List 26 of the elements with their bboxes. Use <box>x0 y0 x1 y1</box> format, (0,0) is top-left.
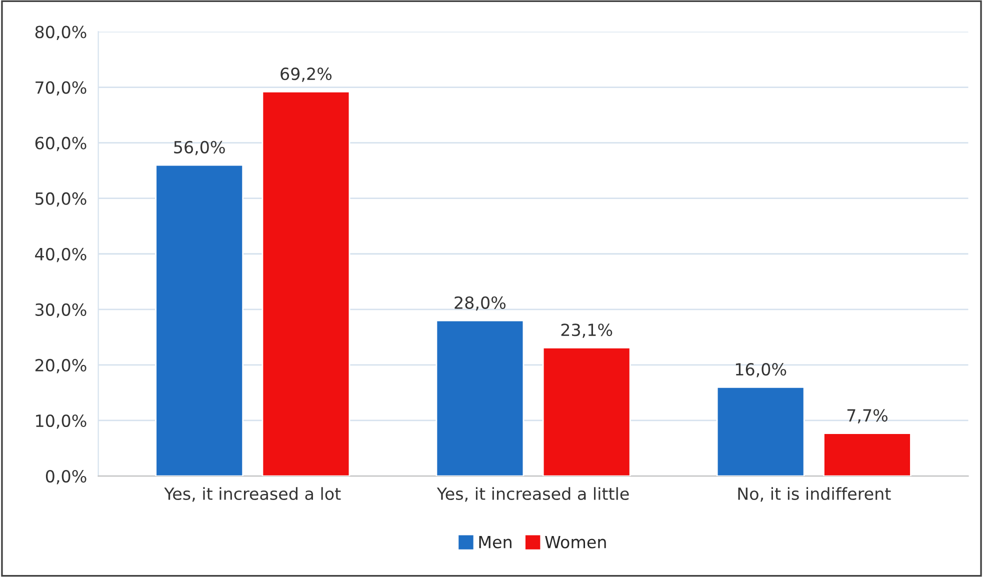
y-tick-label: 80,0% <box>35 26 86 40</box>
bar <box>262 91 350 476</box>
x-tick-label: No, it is indifferent <box>738 487 891 502</box>
bar <box>542 347 631 476</box>
y-tick-label: 0,0% <box>46 470 86 484</box>
data-label: 69,2% <box>280 68 332 82</box>
y-tick-label: 20,0% <box>35 358 86 374</box>
x-tick-label: Yes, it increased a lot <box>164 487 341 502</box>
y-tick-label: 40,0% <box>35 248 86 262</box>
y-tick-label: 60,0% <box>35 136 86 152</box>
x-tick-label: Yes, it increased a little <box>436 487 629 502</box>
data-label: 28,0% <box>454 296 506 311</box>
bar <box>155 164 244 476</box>
y-tick-label: 70,0% <box>36 81 86 96</box>
bar <box>436 320 524 476</box>
bar <box>716 386 805 476</box>
legend-label: Women <box>545 536 606 548</box>
data-label: 7,7% <box>847 409 888 424</box>
y-tick-label: 50,0% <box>36 192 86 207</box>
y-tick-label: 30,0% <box>36 303 86 318</box>
data-label: 23,1% <box>561 324 612 338</box>
bar <box>823 432 912 476</box>
legend-label: Men <box>479 536 512 548</box>
y-tick-label: 10,0% <box>36 414 86 429</box>
data-label: 16,0% <box>736 363 786 378</box>
data-label: 56,0% <box>174 140 225 156</box>
